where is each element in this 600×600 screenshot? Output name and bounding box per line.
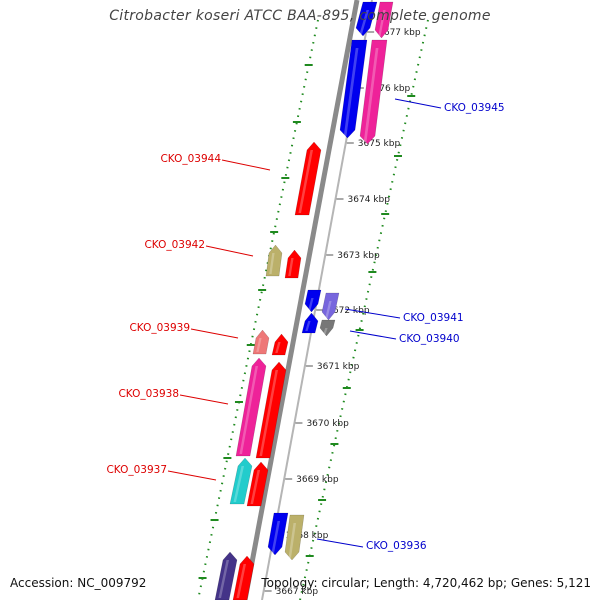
gene-red-3669 — [246, 461, 269, 507]
kbp-tick-label: 3672 kbp — [327, 306, 370, 316]
kbp-tick-label: 3673 kbp — [337, 251, 380, 261]
gene-red-cko03944-highlight — [298, 150, 314, 213]
gene-labels: CKO_03945 CKO_03944 CKO_03942 CKO_03941 CKO_… — [106, 98, 505, 552]
gene-darkblue-3667-highlight — [218, 560, 230, 598]
gene-pink-3676 — [359, 39, 388, 145]
kbp-tick-label: 3676 kbp — [368, 84, 411, 94]
gene-blue-3672-b — [301, 312, 319, 334]
gene-red-3672-small — [271, 333, 289, 356]
gene-label-leader — [394, 98, 442, 109]
gene-pink-3677-highlight — [378, 10, 386, 36]
gene-grey-3672-highlight — [323, 328, 328, 334]
gene-red-3670 — [255, 361, 287, 459]
kbp-tick-label: 3667 kbp — [276, 587, 319, 597]
gene-blue-3672-b-highlight — [305, 321, 311, 331]
gene-blue-3672-a-highlight — [308, 298, 314, 310]
gene-features — [214, 1, 394, 600]
gene-label-leader — [221, 159, 271, 171]
gene-salmon-cko03939 — [252, 329, 270, 355]
kbp-tick-label: 3671 kbp — [317, 362, 360, 372]
gene-khaki-3668 — [284, 514, 305, 561]
gene-pink-3676-highlight — [363, 48, 379, 142]
gene-blue-3668-highlight — [271, 521, 281, 553]
gene-red-3672-small-highlight — [275, 342, 281, 353]
gene-label-cko-03940[interactable]: CKO_03940 — [399, 333, 460, 345]
gene-label-cko-03941[interactable]: CKO_03941 — [403, 312, 464, 324]
backbone-line-outer — [242, 0, 360, 600]
gene-cyan-cko03937 — [229, 457, 253, 505]
gene-salmon-cko03939-highlight — [256, 338, 262, 352]
gene-red-3673-highlight — [288, 258, 294, 276]
gc-content-line-left — [197, 19, 319, 600]
gene-label-cko-03939[interactable]: CKO_03939 — [129, 322, 190, 334]
topology-text: Topology: circular; Length: 4,720,462 bp… — [261, 576, 591, 590]
gene-label-leader — [190, 328, 239, 339]
gene-cyan-cko03937-highlight — [233, 466, 245, 502]
gene-khaki-cko03942-highlight — [269, 253, 275, 274]
kbp-ruler: 3677 kbp 3676 kbp 3675 kbp 3674 kbp 3673 kbp… — [264, 28, 421, 597]
gene-blue-3668 — [267, 512, 289, 556]
kbp-tick-label: 3675 kbp — [358, 139, 401, 149]
gene-label-leader — [316, 538, 364, 548]
gene-red-3670-highlight — [259, 370, 279, 456]
gene-label-cko-03938[interactable]: CKO_03938 — [118, 388, 179, 400]
gene-pink-cko03938 — [235, 357, 267, 457]
gene-label-cko-03937[interactable]: CKO_03937 — [106, 464, 167, 476]
kbp-tick-label: 3674 kbp — [348, 195, 391, 205]
gene-label-cko-03936[interactable]: CKO_03936 — [366, 540, 427, 552]
gene-blue-3676 — [339, 39, 368, 139]
gene-label-cko-03942[interactable]: CKO_03942 — [144, 239, 205, 251]
gene-label-leader — [344, 308, 401, 319]
gene-purple-3672 — [321, 292, 340, 321]
gene-pink-3677 — [374, 1, 394, 39]
gene-label-cko-03945[interactable]: CKO_03945 — [444, 102, 505, 114]
gene-darkblue-3667 — [214, 551, 238, 600]
gene-pink-cko03938-highlight — [239, 366, 259, 454]
kbp-tick-label: 3677 kbp — [378, 28, 421, 38]
gene-label-leader — [205, 245, 254, 257]
gene-label-cko-03944[interactable]: CKO_03944 — [160, 153, 221, 165]
gene-red-3667-highlight — [236, 564, 247, 598]
gene-blue-3677 — [355, 1, 378, 37]
gc-content-line-right — [299, 19, 429, 600]
gene-grey-3672 — [319, 319, 336, 337]
genome-title: Citrobacter koseri ATCC BAA-895, complet… — [109, 8, 491, 24]
gene-red-3667 — [232, 555, 255, 600]
accession-text: Accession: NC_009792 — [10, 576, 147, 590]
gene-khaki-cko03942 — [265, 244, 283, 277]
gene-red-3673 — [284, 249, 302, 279]
gene-label-leader — [167, 470, 217, 481]
gene-red-cko03944 — [294, 141, 322, 216]
gene-label-leader — [179, 394, 229, 405]
kbp-tick-label: 3670 kbp — [306, 419, 349, 429]
gene-red-3669-highlight — [250, 470, 261, 504]
gene-blue-3676-highlight — [343, 48, 359, 136]
gene-label-leader — [349, 330, 397, 340]
gene-blue-3672-a — [304, 289, 322, 313]
kbp-tick-label: 3668 kbp — [286, 531, 329, 541]
gene-purple-3672-highlight — [325, 301, 332, 318]
gene-khaki-3668-highlight — [288, 523, 297, 558]
kbp-tick-label: 3669 kbp — [296, 475, 339, 485]
gene-blue-3677-highlight — [359, 10, 370, 34]
gc-content-ticks — [197, 19, 429, 600]
